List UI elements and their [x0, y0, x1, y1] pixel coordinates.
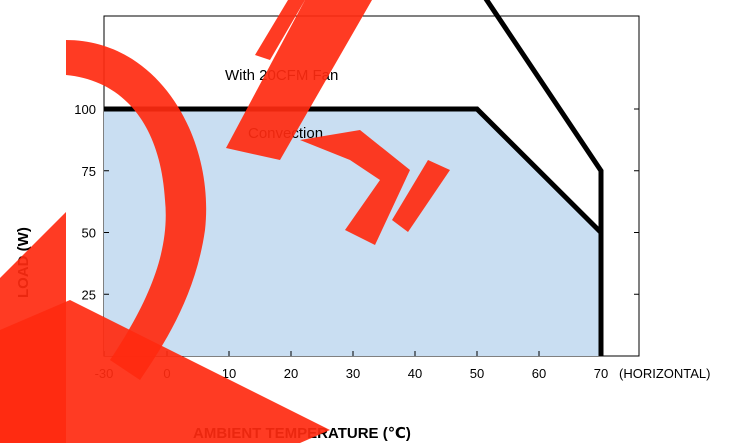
x-tick-label: 40 — [408, 366, 422, 381]
watermark-stroke-5 — [300, 130, 410, 245]
y-tick-label: 75 — [82, 164, 96, 179]
x-tick-label: 30 — [346, 366, 360, 381]
x-tick-label: 70 — [594, 366, 608, 381]
watermark — [0, 0, 450, 443]
watermark-stroke-2 — [0, 300, 330, 443]
y-axis-ticks: 255075100150 — [74, 102, 639, 302]
y-tick-label: 50 — [82, 226, 96, 241]
x-axis-note: (HORIZONTAL) — [619, 366, 710, 381]
watermark-stroke-3 — [66, 40, 207, 380]
x-tick-label: 50 — [470, 366, 484, 381]
watermark-stroke-7 — [255, 0, 305, 60]
watermark-stroke-4 — [226, 0, 372, 160]
x-tick-label: 60 — [532, 366, 546, 381]
y-tick-label: 25 — [82, 287, 96, 302]
y-tick-label: 100 — [74, 102, 96, 117]
watermark-stroke-6 — [392, 160, 450, 232]
x-tick-label: 20 — [284, 366, 298, 381]
x-tick-label: 10 — [222, 366, 236, 381]
